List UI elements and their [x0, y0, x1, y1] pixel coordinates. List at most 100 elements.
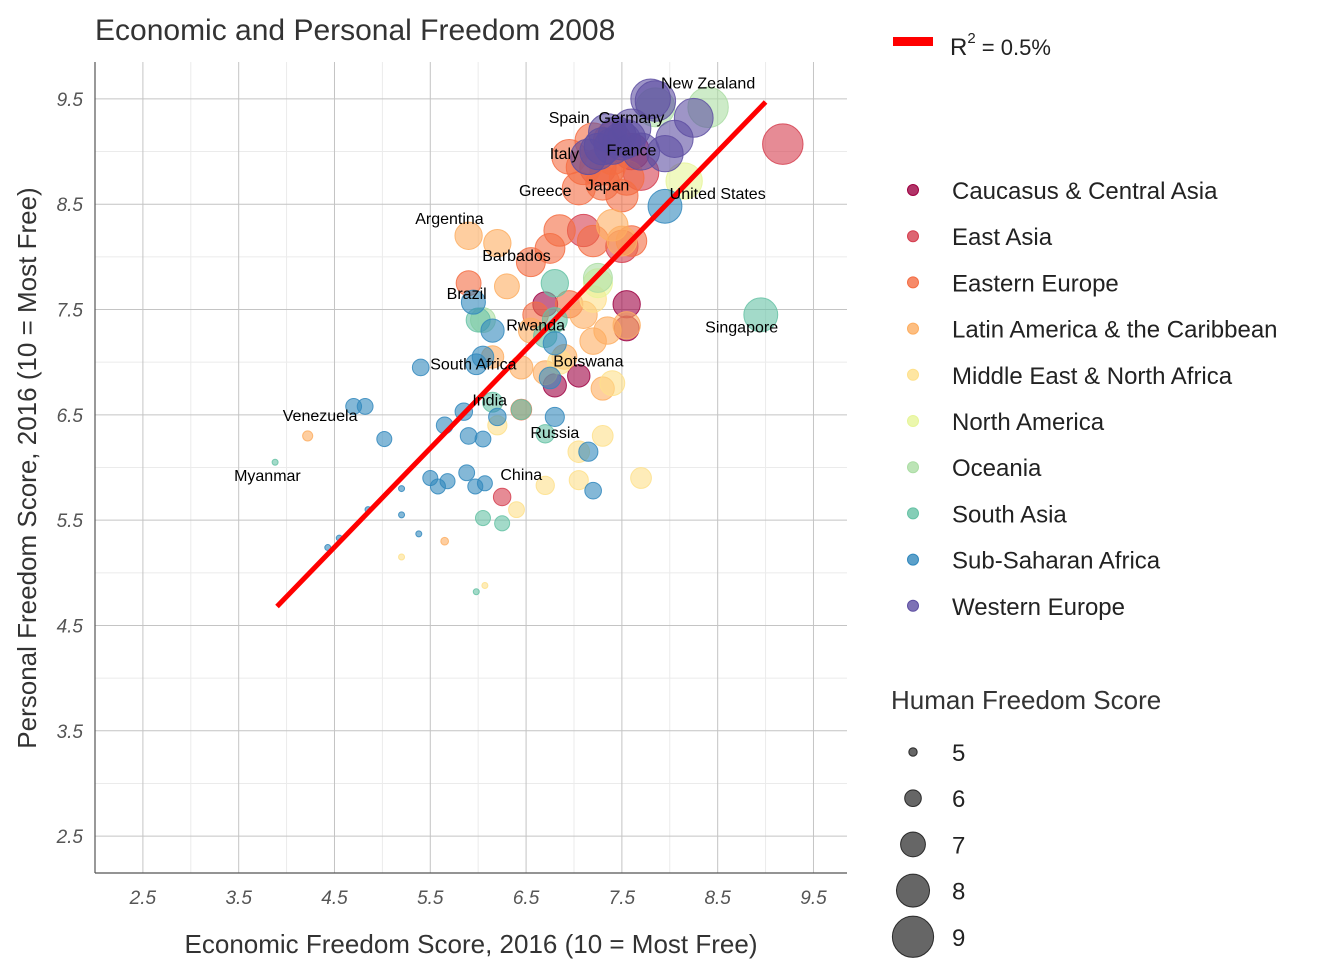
- country-label: New Zealand: [661, 75, 755, 92]
- country-label: United States: [670, 186, 766, 203]
- country-label: Italy: [550, 146, 579, 163]
- data-point: [630, 78, 671, 120]
- data-point: [271, 458, 279, 466]
- country-label: Russia: [530, 425, 579, 442]
- x-tick-label: 8.5: [704, 888, 731, 909]
- data-point: [474, 430, 492, 448]
- country-label: Rwanda: [506, 318, 565, 335]
- region-legend-key: [907, 553, 919, 566]
- data-point: [398, 553, 406, 561]
- data-point: [460, 289, 486, 315]
- region-legend-key: [907, 461, 919, 474]
- data-point: [510, 399, 532, 421]
- y-axis-title: Personal Freedom Score, 2016 (10 = Most …: [12, 187, 42, 748]
- data-point: [540, 269, 569, 298]
- country-label: Brazil: [447, 286, 487, 303]
- regression-line: [275, 100, 768, 609]
- region-legend-label: Caucasus & Central Asia: [952, 178, 1218, 205]
- data-point: [593, 127, 631, 165]
- data-point: [481, 581, 489, 589]
- y-tick-label: 5.5: [57, 511, 84, 532]
- data-point: [605, 179, 639, 213]
- data-point: [606, 225, 638, 257]
- data-point: [584, 481, 602, 500]
- x-tick-label: 7.5: [609, 888, 636, 909]
- country-label: Greece: [519, 183, 572, 200]
- data-point: [762, 123, 804, 165]
- data-point: [492, 487, 512, 507]
- y-tick-label: 7.5: [57, 301, 84, 322]
- size-legend-key: [891, 915, 935, 958]
- data-point: [578, 441, 599, 462]
- region-legend-label: North America: [952, 409, 1105, 436]
- data-point: [465, 353, 488, 376]
- country-label: South Africa: [430, 357, 516, 374]
- country-label: France: [607, 143, 657, 160]
- y-tick-label: 6.5: [57, 406, 84, 427]
- data-point: [458, 464, 476, 482]
- y-tick-label: 8.5: [57, 195, 84, 216]
- region-legend-key: [907, 599, 919, 612]
- region-legend-label: Sub-Saharan Africa: [952, 548, 1161, 575]
- data-point: [630, 467, 652, 489]
- y-tick-label: 2.5: [56, 827, 84, 848]
- data-point: [459, 427, 478, 445]
- region-legend-label: Oceania: [952, 455, 1042, 482]
- x-tick-label: 5.5: [417, 888, 444, 909]
- size-legend-key: [904, 789, 922, 808]
- country-label: Germany: [599, 110, 665, 127]
- data-point: [474, 510, 491, 527]
- region-legend-label: Eastern Europe: [952, 270, 1119, 297]
- country-label: India: [472, 392, 507, 409]
- x-tick-label: 9.5: [800, 888, 827, 909]
- data-point: [476, 475, 493, 492]
- country-label: Botswana: [553, 353, 623, 370]
- y-tick-label: 3.5: [57, 722, 84, 743]
- data-point: [567, 364, 591, 388]
- region-legend-key: [907, 230, 919, 243]
- country-label: Japan: [586, 177, 630, 194]
- regression-legend-key: [893, 37, 933, 46]
- region-legend-key: [907, 322, 919, 335]
- data-point: [411, 358, 430, 377]
- data-point: [488, 407, 507, 427]
- size-legend-key: [895, 873, 931, 908]
- data-point: [743, 297, 779, 333]
- data-point: [599, 370, 626, 397]
- x-axis-title: Economic Freedom Score, 2016 (10 = Most …: [185, 929, 758, 959]
- data-point: [398, 511, 406, 519]
- data-point: [376, 431, 393, 448]
- data-point: [535, 475, 555, 496]
- size-legend-label: 7: [952, 832, 965, 859]
- country-label: Myanmar: [234, 468, 301, 485]
- size-legend-title: Human Freedom Score: [891, 685, 1161, 715]
- country-annotations: New Zealand Spain Germany Italy France Greece…: [234, 75, 778, 485]
- region-legend-key: [907, 368, 919, 381]
- region-legend-label: Middle East & North Africa: [952, 363, 1233, 390]
- data-point: [302, 430, 314, 442]
- chart-title: Economic and Personal Freedom 2008: [95, 14, 615, 47]
- region-legend-key: [907, 415, 919, 427]
- data-point: [534, 233, 566, 264]
- data-point: [483, 228, 512, 258]
- y-tick-label: 9.5: [57, 90, 84, 111]
- axes: 2.5 3.5 4.5 5.5 6.5 7.5 8.5 9.5 2.5 3.5 4.5 5.5 6.5 7…: [56, 62, 847, 909]
- country-label: Barbados: [482, 248, 551, 265]
- data-point: [544, 406, 565, 428]
- country-label: Singapore: [705, 320, 778, 337]
- size-legend-label: 5: [952, 740, 965, 767]
- region-legend-label: Latin America & the Caribbean: [952, 317, 1278, 344]
- x-tick-label: 3.5: [225, 888, 252, 909]
- data-point: [665, 162, 703, 200]
- region-legend-label: South Asia: [952, 501, 1067, 528]
- data-point: [472, 588, 480, 596]
- data-point: [440, 536, 449, 546]
- country-label: China: [500, 467, 542, 484]
- size-legend-key: [900, 831, 926, 858]
- data-point: [454, 221, 483, 250]
- data-point: [542, 331, 567, 356]
- x-tick-label: 2.5: [129, 888, 157, 909]
- data-point: [591, 425, 614, 447]
- data-point: [646, 134, 684, 173]
